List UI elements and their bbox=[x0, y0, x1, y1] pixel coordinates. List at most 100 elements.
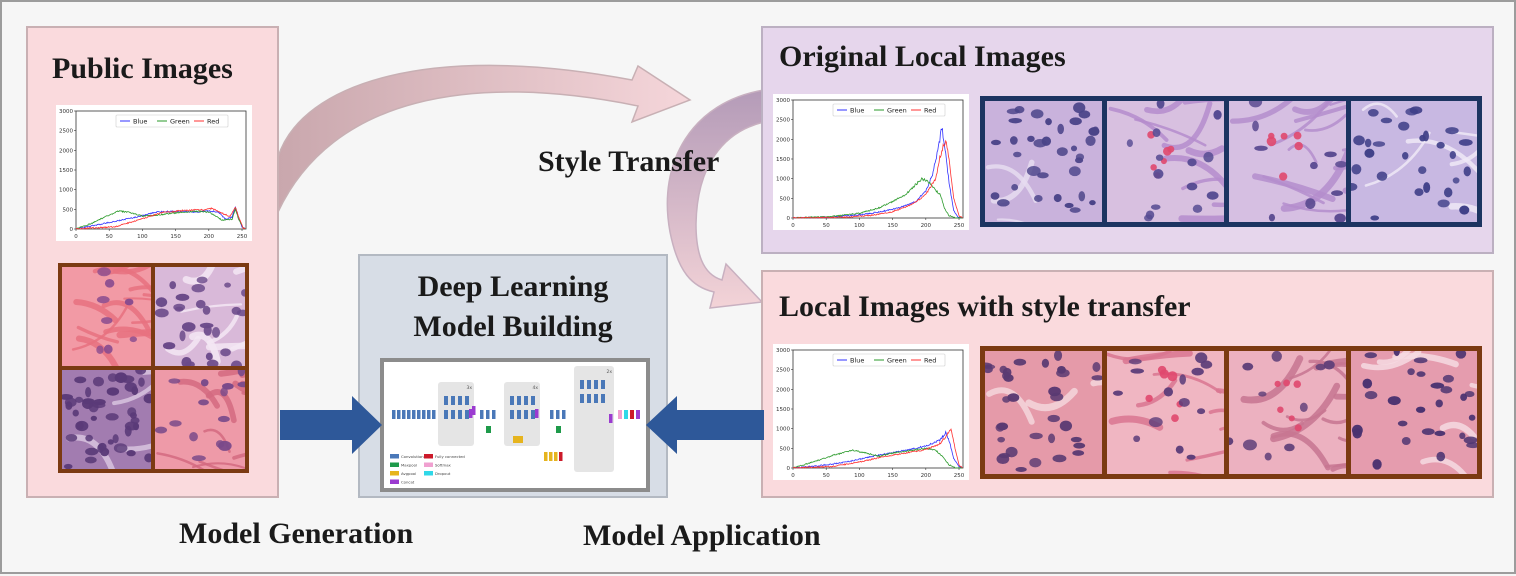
cell-nucleus bbox=[64, 464, 73, 469]
y-tick-label: 2500 bbox=[776, 368, 790, 374]
cell-nucleus bbox=[1187, 455, 1196, 460]
cell-nucleus bbox=[125, 422, 138, 431]
aux-layer bbox=[549, 452, 553, 461]
red-blood-cell bbox=[1267, 136, 1277, 146]
cell-nucleus bbox=[1203, 152, 1213, 163]
x-tick-label: 50 bbox=[823, 223, 830, 229]
transferred-tile-2 bbox=[1107, 351, 1224, 474]
cell-nucleus bbox=[1146, 210, 1154, 219]
cell-nucleus bbox=[1434, 431, 1445, 436]
y-tick-label: 2000 bbox=[59, 148, 73, 154]
conv-layer bbox=[417, 410, 421, 419]
cell-nucleus bbox=[1436, 400, 1443, 408]
cell-nucleus bbox=[1398, 122, 1409, 131]
y-tick-label: 0 bbox=[70, 227, 74, 233]
cell-nucleus bbox=[1464, 436, 1477, 443]
transferred-tile-3 bbox=[1229, 351, 1346, 474]
conv-layer bbox=[465, 396, 469, 405]
cell-nucleus bbox=[74, 376, 86, 383]
cell-nucleus bbox=[1372, 459, 1381, 469]
model-application-label: Model Application bbox=[583, 519, 821, 553]
conv-layer bbox=[412, 410, 416, 419]
cell-nucleus bbox=[1092, 126, 1099, 134]
network-legend-label: Dropout bbox=[435, 471, 451, 476]
cell-nucleus bbox=[1034, 195, 1043, 202]
concat-layer bbox=[469, 409, 473, 418]
red-blood-cell bbox=[1293, 380, 1301, 388]
cell-nucleus bbox=[93, 377, 104, 387]
cell-nucleus bbox=[106, 413, 119, 420]
conv-layer bbox=[392, 410, 396, 419]
concat-layer bbox=[472, 406, 476, 415]
conv-layer bbox=[432, 410, 436, 419]
cell-nucleus bbox=[991, 140, 1001, 145]
cell-nucleus bbox=[1464, 166, 1471, 176]
cell-nucleus bbox=[1071, 146, 1077, 152]
cell-nucleus bbox=[1414, 188, 1423, 196]
cell-nucleus bbox=[1092, 362, 1100, 372]
cell-nucleus bbox=[85, 435, 93, 442]
cell-nucleus bbox=[1048, 434, 1055, 444]
cell-nucleus bbox=[65, 398, 77, 408]
style-transfer-label: Style Transfer bbox=[538, 145, 719, 179]
cell-nucleus bbox=[1324, 151, 1336, 157]
conv-layer bbox=[480, 410, 484, 419]
x-tick-label: 250 bbox=[954, 473, 965, 479]
conv-layer bbox=[562, 410, 566, 419]
legend-label: Red bbox=[924, 357, 936, 365]
cell-nucleus bbox=[1153, 128, 1161, 137]
legend-swatch bbox=[424, 454, 433, 459]
cell-nucleus bbox=[198, 399, 209, 405]
cell-nucleus bbox=[1069, 117, 1081, 125]
cell-nucleus bbox=[220, 387, 228, 396]
cell-nucleus bbox=[1164, 387, 1173, 396]
cell-nucleus bbox=[1398, 421, 1408, 427]
cell-nucleus bbox=[1269, 214, 1275, 222]
fc-layer bbox=[630, 410, 634, 419]
conv-layer bbox=[465, 410, 469, 419]
conv-layer bbox=[422, 410, 426, 419]
cell-nucleus bbox=[175, 307, 184, 312]
cell-nucleus bbox=[1423, 130, 1429, 141]
maxpool-layer bbox=[556, 426, 561, 433]
cell-nucleus bbox=[1422, 428, 1435, 435]
legend-swatch bbox=[390, 454, 399, 459]
y-tick-label: 1000 bbox=[776, 177, 790, 183]
network-legend-label: Concat bbox=[401, 480, 415, 485]
cell-nucleus bbox=[1265, 453, 1272, 461]
legend-label: Green bbox=[170, 118, 190, 126]
y-tick-label: 3000 bbox=[776, 98, 790, 104]
cell-nucleus bbox=[1459, 139, 1473, 146]
transferred-tile-1 bbox=[985, 351, 1102, 474]
y-tick-label: 500 bbox=[780, 196, 791, 202]
cell-nucleus bbox=[1073, 443, 1085, 449]
cell-nucleus bbox=[169, 281, 176, 289]
cell-nucleus bbox=[1042, 137, 1051, 146]
red-blood-cell bbox=[1145, 395, 1152, 402]
cell-nucleus bbox=[138, 377, 145, 386]
tissue-fiber bbox=[1182, 218, 1224, 219]
cell-nucleus bbox=[1365, 139, 1371, 148]
conv-layer bbox=[517, 410, 521, 419]
plot-area bbox=[793, 100, 963, 218]
conv-layer bbox=[524, 396, 528, 405]
cell-nucleus bbox=[168, 378, 180, 383]
cell-nucleus bbox=[104, 345, 113, 354]
cell-nucleus bbox=[155, 427, 167, 434]
x-tick-label: 0 bbox=[791, 473, 795, 479]
cell-nucleus bbox=[216, 440, 224, 448]
conv-layer bbox=[458, 410, 462, 419]
cell-nucleus bbox=[1076, 154, 1084, 161]
cell-nucleus bbox=[201, 379, 209, 386]
cell-nucleus bbox=[1381, 118, 1392, 124]
cell-nucleus bbox=[206, 353, 213, 361]
cell-nucleus bbox=[1310, 162, 1318, 169]
cell-nucleus bbox=[75, 397, 83, 403]
aux-layer bbox=[554, 452, 558, 461]
cell-nucleus bbox=[1156, 154, 1163, 160]
cell-nucleus bbox=[1013, 152, 1021, 158]
